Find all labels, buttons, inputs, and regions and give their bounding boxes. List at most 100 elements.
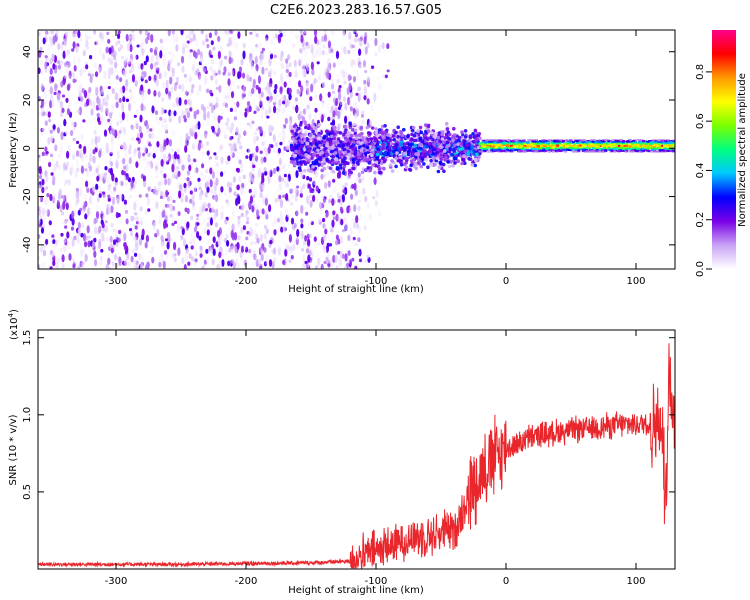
heatmap-cell bbox=[367, 76, 371, 83]
heatmap-cell bbox=[262, 129, 266, 139]
heatmap-cell bbox=[137, 150, 141, 160]
heatmap-cell bbox=[87, 207, 91, 216]
heatmap-cell bbox=[48, 228, 53, 235]
heatmap-cell bbox=[282, 194, 286, 198]
heatmap-cell bbox=[362, 60, 367, 68]
heatmap-cell bbox=[149, 128, 153, 132]
heatmap-cell bbox=[226, 117, 230, 123]
heatmap-cell bbox=[306, 176, 310, 181]
heatmap-cell bbox=[205, 180, 210, 188]
heatmap-cell bbox=[264, 171, 268, 176]
heatmap-cell bbox=[51, 76, 55, 83]
heatmap-cell bbox=[290, 194, 294, 200]
heatmap-cell bbox=[374, 37, 378, 47]
heatmap-cell bbox=[76, 167, 80, 172]
heatmap-cell bbox=[218, 251, 222, 259]
heatmap-cell bbox=[283, 173, 287, 178]
heatmap-cell bbox=[236, 101, 240, 108]
heatmap-cell bbox=[87, 35, 92, 40]
heatmap-cell bbox=[338, 85, 342, 89]
heatmap-cell bbox=[281, 94, 285, 102]
heatmap-cell bbox=[38, 206, 41, 211]
heatmap-cell bbox=[170, 86, 174, 94]
heatmap-cell bbox=[234, 172, 239, 177]
heatmap-cell bbox=[159, 143, 163, 153]
heatmap-cell bbox=[38, 110, 42, 117]
heatmap-cell bbox=[444, 132, 449, 137]
heatmap-cell bbox=[272, 247, 277, 255]
heatmap-cell bbox=[286, 213, 290, 218]
heatmap-cell bbox=[88, 150, 92, 154]
heatmap-cell bbox=[348, 41, 352, 47]
heatmap-cell bbox=[108, 207, 112, 214]
heatmap-cell bbox=[273, 95, 277, 105]
heatmap-cell bbox=[263, 224, 268, 230]
heatmap-cell bbox=[162, 260, 166, 269]
heatmap-cell bbox=[84, 241, 88, 248]
heatmap-cell bbox=[348, 259, 352, 268]
heatmap-cell bbox=[280, 226, 284, 233]
heatmap-cell bbox=[232, 176, 236, 183]
heatmap-cell bbox=[279, 199, 284, 209]
heatmap-cell bbox=[206, 222, 210, 228]
heatmap-cell bbox=[208, 32, 212, 39]
heatmap-cell bbox=[49, 99, 53, 109]
heatmap-cell bbox=[252, 249, 256, 255]
heatmap-cell bbox=[220, 186, 224, 193]
heatmap-cell bbox=[201, 40, 206, 46]
heatmap-cell bbox=[308, 177, 313, 182]
heatmap-cell bbox=[463, 135, 468, 139]
heatmap-cell bbox=[331, 83, 335, 90]
heatmap-cell bbox=[300, 204, 304, 214]
heatmap-cell bbox=[59, 204, 63, 213]
heatmap-cell bbox=[193, 69, 197, 77]
heatmap-cell bbox=[89, 75, 93, 84]
heatmap-cell bbox=[214, 194, 219, 203]
heatmap-cell bbox=[314, 107, 318, 113]
heatmap-cell bbox=[355, 92, 359, 96]
heatmap-cell bbox=[146, 197, 150, 206]
heatmap-cell bbox=[225, 233, 229, 240]
heatmap-cell bbox=[290, 202, 294, 206]
heatmap-cell bbox=[362, 187, 366, 195]
heatmap-cell bbox=[342, 30, 346, 39]
heatmap-cell bbox=[295, 236, 299, 241]
heatmap-cell bbox=[315, 168, 319, 178]
heatmap-cell bbox=[44, 186, 49, 190]
heatmap-cell bbox=[282, 225, 286, 233]
heatmap-cell bbox=[201, 163, 205, 169]
heatmap-cell bbox=[351, 147, 356, 151]
heatmap-cell bbox=[285, 72, 290, 79]
heatmap-cell bbox=[432, 148, 436, 152]
heatmap-cell bbox=[278, 157, 282, 166]
heatmap-cell bbox=[285, 177, 289, 185]
heatmap-cell bbox=[302, 242, 306, 249]
heatmap-cell bbox=[322, 143, 327, 148]
heatmap-cell bbox=[185, 132, 189, 142]
heatmap-cell bbox=[340, 69, 344, 75]
heatmap-cell bbox=[218, 191, 222, 199]
heatmap-cell bbox=[162, 242, 166, 247]
heatmap-cell bbox=[224, 134, 228, 139]
heatmap-cell bbox=[57, 64, 62, 70]
heatmap-cell bbox=[351, 257, 355, 262]
heatmap-cell bbox=[86, 225, 90, 234]
heatmap-cell bbox=[188, 75, 192, 83]
heatmap-cell bbox=[238, 66, 243, 73]
heatmap-cell bbox=[354, 136, 359, 141]
heatmap-cell bbox=[344, 253, 348, 262]
heatmap-cell bbox=[197, 48, 201, 56]
heatmap-cell bbox=[400, 133, 405, 138]
heatmap-cell bbox=[281, 151, 285, 157]
heatmap-cell bbox=[133, 203, 137, 211]
heatmap-cell bbox=[116, 149, 120, 159]
heatmap-cell bbox=[320, 263, 324, 269]
heatmap-cell bbox=[356, 227, 360, 231]
heatmap-cell bbox=[218, 241, 222, 246]
heatmap-cell bbox=[93, 250, 97, 258]
heatmap-cell bbox=[38, 67, 41, 74]
heatmap-cell bbox=[321, 35, 325, 43]
heatmap-cell bbox=[240, 58, 244, 66]
heatmap-cell bbox=[196, 217, 200, 221]
heatmap-cell bbox=[299, 30, 303, 35]
